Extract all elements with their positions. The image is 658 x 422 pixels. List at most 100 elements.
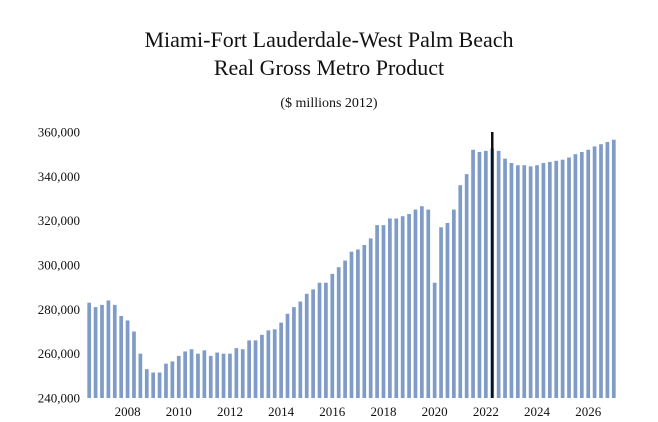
bar — [413, 209, 418, 398]
y-tick-label: 360,000 — [38, 125, 80, 140]
bar — [144, 369, 149, 398]
bar — [157, 372, 162, 398]
y-tick-label: 240,000 — [38, 391, 80, 406]
x-tick-label: 2020 — [422, 404, 448, 419]
bar — [535, 165, 539, 398]
bar — [547, 161, 552, 398]
bar — [93, 307, 98, 398]
bar — [298, 301, 303, 398]
bar — [586, 149, 591, 398]
bar — [324, 282, 328, 398]
bar — [554, 160, 559, 398]
bar — [292, 307, 296, 398]
bar — [247, 340, 251, 398]
bar — [509, 163, 514, 398]
bar — [183, 351, 188, 398]
bar — [311, 289, 315, 398]
bar — [151, 372, 156, 398]
chart-subtitle: ($ millions 2012) — [280, 96, 378, 111]
bar — [445, 222, 450, 398]
bar — [400, 216, 405, 398]
bar — [592, 146, 597, 398]
x-tick-label: 2024 — [524, 404, 551, 419]
bar — [112, 304, 117, 398]
bar — [202, 350, 207, 398]
bar — [439, 227, 443, 398]
bar — [279, 322, 283, 398]
bar — [189, 349, 194, 398]
bar — [375, 225, 379, 398]
bar — [132, 331, 136, 398]
bar — [119, 315, 124, 398]
bar — [208, 355, 213, 398]
bar — [567, 157, 571, 398]
x-tick-label: 2012 — [217, 404, 243, 419]
bar — [317, 282, 322, 398]
bar — [170, 361, 175, 398]
bar — [515, 165, 520, 398]
bar — [381, 225, 386, 398]
bar — [304, 293, 309, 398]
y-tick-label: 300,000 — [38, 258, 80, 273]
bar — [138, 353, 143, 398]
y-tick-label: 280,000 — [38, 302, 80, 317]
bar — [573, 154, 578, 398]
bar — [356, 249, 360, 398]
bar — [560, 159, 565, 398]
bar — [477, 151, 482, 398]
bar — [125, 320, 130, 398]
x-tick-label: 2016 — [319, 404, 346, 419]
bar — [522, 165, 527, 398]
bar — [100, 304, 104, 398]
x-tick-label: 2010 — [166, 404, 192, 419]
bar — [579, 151, 584, 398]
chart-title-block: Miami-Fort Lauderdale-West Palm Beach Re… — [0, 26, 658, 112]
bar — [176, 355, 181, 398]
bar — [426, 209, 431, 398]
x-tick-label: 2026 — [575, 404, 602, 419]
bar — [362, 245, 367, 398]
bar — [266, 330, 271, 398]
y-tick-label: 340,000 — [38, 169, 80, 184]
bar — [541, 163, 546, 398]
bar — [407, 214, 411, 398]
bar — [394, 218, 399, 398]
bar — [464, 174, 469, 398]
chart-title-line-1: Miami-Fort Lauderdale-West Palm Beach — [144, 27, 514, 52]
bar — [285, 313, 290, 398]
bar — [432, 282, 437, 398]
bar — [215, 352, 220, 398]
bar — [388, 218, 392, 398]
bar — [368, 238, 373, 398]
bar — [272, 329, 277, 398]
bar — [106, 300, 111, 398]
bar — [336, 267, 341, 398]
bar-series — [87, 139, 616, 399]
bar — [260, 334, 264, 398]
bar — [234, 348, 239, 399]
bar — [458, 185, 463, 398]
bar — [599, 144, 603, 398]
x-tick-label: 2014 — [268, 404, 295, 419]
bar — [483, 150, 488, 398]
bar — [349, 251, 354, 398]
x-tick-label: 2008 — [115, 404, 141, 419]
bar — [221, 353, 226, 398]
bar — [471, 149, 475, 398]
bar — [164, 363, 168, 398]
x-tick-label: 2022 — [473, 404, 499, 419]
bar — [420, 206, 424, 398]
y-tick-label: 260,000 — [38, 346, 80, 361]
x-tick-label: 2018 — [370, 404, 396, 419]
bar — [343, 260, 347, 398]
y-axis: 240,000 260,000 280,000 300,000 320,000 340,0… — [38, 125, 80, 406]
x-axis: 2008 2010 2012 2014 2016 2018 2020 2022 2024 2026 — [115, 404, 602, 419]
bar — [87, 302, 92, 398]
bar — [330, 273, 335, 398]
bar — [611, 139, 616, 398]
bar — [605, 141, 610, 398]
chart-title-line-2: Real Gross Metro Product — [213, 55, 445, 80]
bar — [496, 150, 501, 398]
bar — [528, 166, 533, 398]
